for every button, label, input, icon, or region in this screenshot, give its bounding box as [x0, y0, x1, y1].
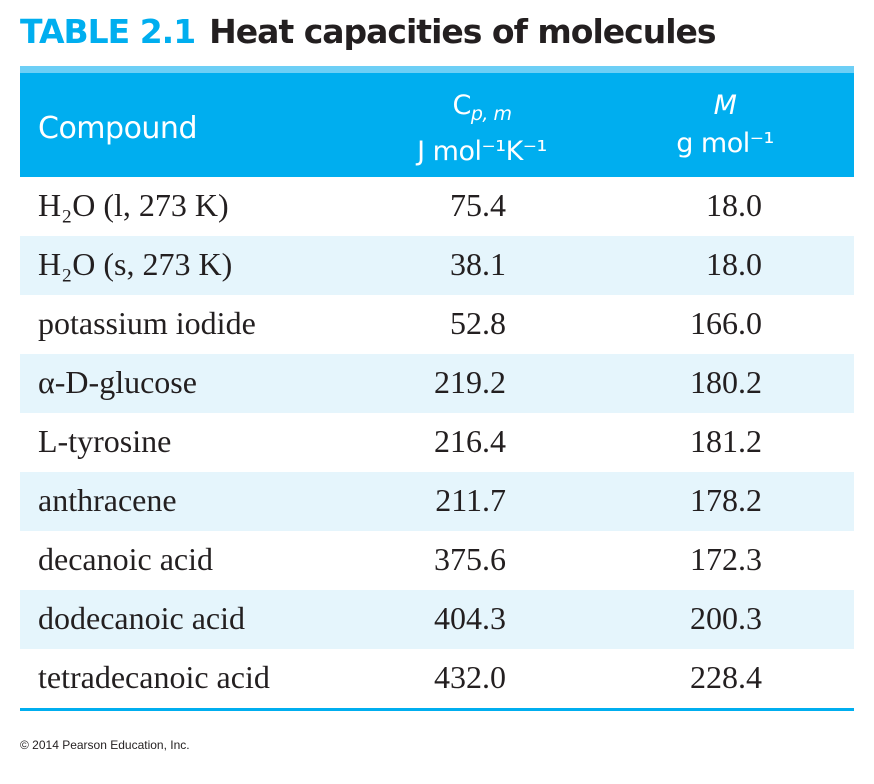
molar-mass-cell: 172.3	[690, 541, 762, 577]
table-row: potassium iodide 52.8 166.0	[20, 295, 854, 354]
cp-cell: 38.1	[450, 246, 506, 282]
cp-unit: J mol⁻¹K⁻¹	[417, 136, 547, 167]
molar-mass-cell: 180.2	[690, 364, 762, 400]
cp-cell: 216.4	[434, 423, 506, 459]
compound-cell: anthracene	[38, 482, 177, 518]
cp-cell: 211.7	[435, 482, 506, 518]
header-cp: Cp, m J mol⁻¹K⁻¹	[382, 87, 582, 171]
compound-cell: tetradecanoic acid	[38, 659, 270, 695]
molar-mass-cell: 200.3	[690, 600, 762, 636]
molar-mass-cell: 18.0	[706, 246, 762, 282]
compound-cell: α-D-glucose	[38, 364, 197, 400]
cp-cell: 75.4	[450, 187, 506, 223]
molar-mass-cell: 178.2	[690, 482, 762, 518]
compound-cell: H₂O (s, 273 K)	[38, 246, 233, 282]
bottom-rule	[20, 708, 854, 711]
molar-mass-cell: 18.0	[706, 187, 762, 223]
header-compound: Compound	[38, 111, 198, 146]
table-number: TABLE 2.1	[20, 12, 196, 51]
header-m: M g mol⁻¹	[640, 87, 810, 163]
table-row: anthracene 211.7 178.2	[20, 472, 854, 531]
table-row: dodecanoic acid 404.3 200.3	[20, 590, 854, 649]
compound-cell: decanoic acid	[38, 541, 213, 577]
cp-cell: 52.8	[450, 305, 506, 341]
table-caption: Heat capacities of molecules	[209, 12, 716, 51]
compound-cell: L-tyrosine	[38, 423, 172, 459]
cp-cell: 219.2	[434, 364, 506, 400]
cp-cell: 404.3	[434, 600, 506, 636]
cp-symbol: C	[452, 90, 471, 121]
compound-cell: potassium iodide	[38, 305, 256, 341]
m-symbol: M	[713, 90, 737, 121]
table-row: H₂O (s, 273 K) 38.1 18.0	[20, 236, 854, 295]
table-row: H₂O (l, 273 K) 75.4 18.0	[20, 177, 854, 236]
table-header: Compound Cp, m J mol⁻¹K⁻¹ M g mol⁻¹	[20, 73, 854, 177]
compound-cell: dodecanoic acid	[38, 600, 245, 636]
table-row: α-D-glucose 219.2 180.2	[20, 354, 854, 413]
molar-mass-cell: 228.4	[690, 659, 762, 695]
cp-cell: 432.0	[434, 659, 506, 695]
molar-mass-cell: 181.2	[690, 423, 762, 459]
molar-mass-cell: 166.0	[690, 305, 762, 341]
m-unit: g mol⁻¹	[676, 128, 774, 159]
heat-capacity-table: Compound Cp, m J mol⁻¹K⁻¹ M g mol⁻¹ H₂O …	[20, 66, 854, 711]
header-strip	[20, 66, 854, 73]
cp-subscript: p, m	[470, 103, 512, 125]
table-row: L-tyrosine 216.4 181.2	[20, 413, 854, 472]
table-title: TABLE 2.1 Heat capacities of molecules	[20, 12, 717, 51]
copyright: © 2014 Pearson Education, Inc.	[20, 738, 190, 752]
cp-cell: 375.6	[434, 541, 506, 577]
compound-cell: H₂O (l, 273 K)	[38, 187, 229, 223]
table-row: decanoic acid 375.6 172.3	[20, 531, 854, 590]
table-row: tetradecanoic acid 432.0 228.4	[20, 649, 854, 708]
